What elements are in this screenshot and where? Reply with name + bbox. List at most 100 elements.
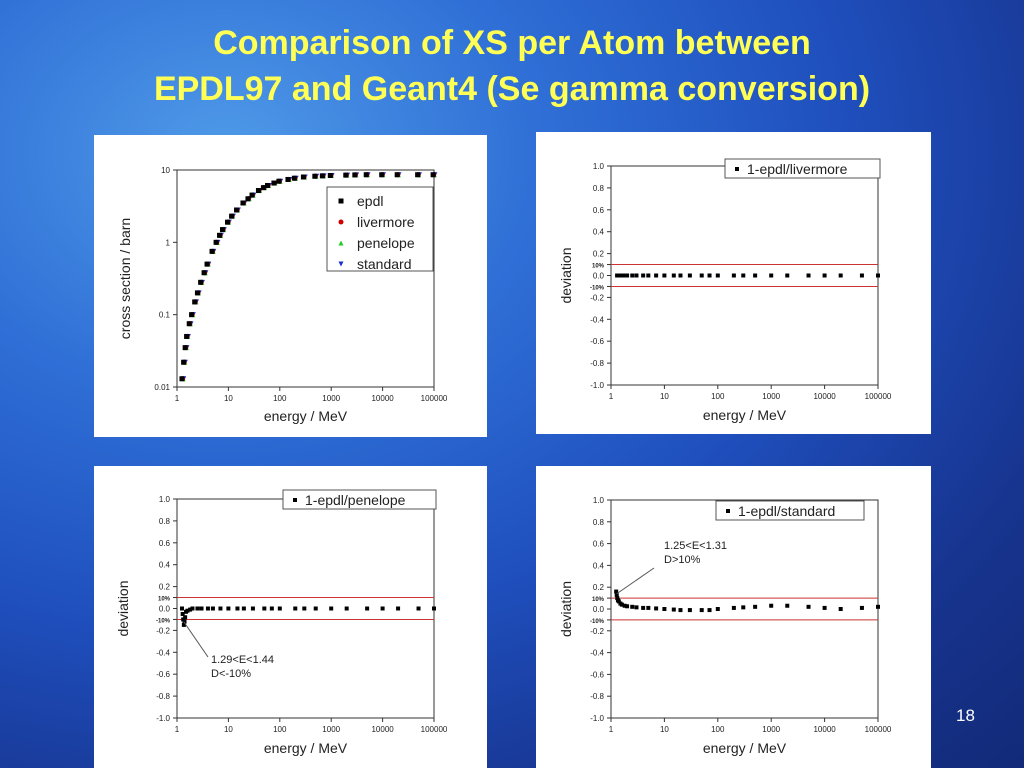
legend-marker-livermore [338,219,344,225]
data-point [616,599,621,604]
x-tick-label: 100000 [865,725,892,734]
y-tick-label: 10 [161,166,170,175]
data-point [180,611,185,616]
data-point [302,606,307,611]
data-point [218,606,223,611]
y-tick-label: -0.2 [590,293,604,302]
data-point [181,617,186,622]
data-point [615,273,620,278]
standard-deviation-chart: 1 10 100 1000 10000 100000 1.0 0.8 0.6 0.4 0.2 10% 0… [558,496,892,756]
data-point-epdl [276,178,282,184]
x-tick-label: 10000 [813,725,836,734]
data-point [630,604,635,609]
y-tick-label: 0.6 [593,540,605,549]
x-tick-label: 1 [175,725,180,734]
data-point-epdl [394,172,400,178]
y-tick-label: 0.0 [593,605,605,614]
x-tick-label: 1000 [762,392,780,401]
y-tick-label: 0.6 [159,539,171,548]
legend-label: 1-epdl/livermore [747,161,848,177]
legend-marker-epdl [338,198,344,204]
annotation-line-1: 1.29<E<1.44 [211,654,274,666]
slide-title-line-1: Comparison of XS per Atom between [213,24,811,62]
page-number: 18 [956,706,975,725]
data-point-epdl [213,239,219,245]
data-point [619,602,624,607]
legend-label-livermore: livermore [357,214,415,230]
y-tick-label: 0.0 [593,272,605,281]
data-point [344,606,349,611]
x-tick-label: 1000 [762,725,780,734]
x-tick-label: 10000 [371,725,394,734]
y-tick-label: 0.8 [159,517,171,526]
y-tick-label: 0.2 [593,583,605,592]
data-point-epdl [379,172,385,178]
data-point [654,273,659,278]
data-point [731,605,736,610]
x-tick-label: 1 [609,392,614,401]
data-point [876,604,880,609]
y-tick-label: -0.2 [590,627,604,636]
data-point-epdl [312,173,318,179]
data-point [614,589,619,594]
legend-marker-standard [338,261,344,267]
data-point [822,273,827,278]
x-tick-label: 100000 [421,394,448,403]
data-point [731,273,736,278]
data-point [634,273,639,278]
x-tick-label: 100 [711,725,725,734]
y-tick-label: -0.4 [590,649,604,658]
data-point [416,606,421,611]
data-point-epdl [189,312,195,318]
standard-deviation-chart-panel: 1 10 100 1000 10000 100000 1.0 0.8 0.6 0.4 0.2 10% 0… [536,466,931,768]
data-point [205,606,210,611]
data-point [293,606,298,611]
data-point [380,606,385,611]
x-tick-label: 100000 [421,725,448,734]
data-point [687,608,692,613]
data-point [671,273,676,278]
data-point [671,607,676,612]
data-point-epdl [181,359,187,365]
x-tick-label: 100 [273,725,287,734]
penelope-deviation-chart-panel: 1 10 100 1000 10000 100000 1.0 0.8 0.6 0.4 0.2 10% 0… [94,466,487,768]
x-tick-label: 100000 [865,392,892,401]
y-tick-label: 1.0 [593,162,605,171]
legend-marker [735,167,739,171]
data-point [687,273,692,278]
data-point [785,603,790,608]
x-axis-label: energy / MeV [703,407,787,423]
data-point-epdl [415,172,421,178]
y-tick-label: -0.8 [590,359,604,368]
data-point [199,606,204,611]
data-point-epdl [179,376,185,382]
data-point [365,606,370,611]
x-axis-label: energy / MeV [703,740,787,756]
x-tick-label: 100 [711,392,725,401]
data-point [190,606,195,611]
data-point [625,604,630,609]
x-tick-label: 1 [175,394,180,403]
data-point [313,606,318,611]
data-point [707,608,712,613]
data-point-epdl [220,227,226,233]
livermore-deviation-chart-panel: 1 10 100 1000 10000 100000 1.0 0.8 0.6 0.4 0.2 10% 0… [536,132,931,434]
legend-marker-penelope [338,240,344,246]
annotation-line-2: D>10% [664,554,701,566]
x-tick-label: 10 [660,392,669,401]
data-point-epdl [194,290,200,296]
data-point [822,605,827,610]
data-point [250,606,255,611]
data-point-epdl [249,192,255,198]
data-point [699,273,704,278]
x-tick-label: 10000 [813,392,836,401]
data-point-epdl [234,207,240,213]
y-axis-label: cross section / barn [117,218,133,339]
data-point [654,606,659,611]
data-point-epdl [319,173,325,179]
legend-label-standard: standard [357,256,411,272]
data-point [715,273,720,278]
x-tick-label: 1 [609,725,614,734]
data-point-epdl [343,172,349,178]
y-tick-label: 0.01 [154,383,170,392]
